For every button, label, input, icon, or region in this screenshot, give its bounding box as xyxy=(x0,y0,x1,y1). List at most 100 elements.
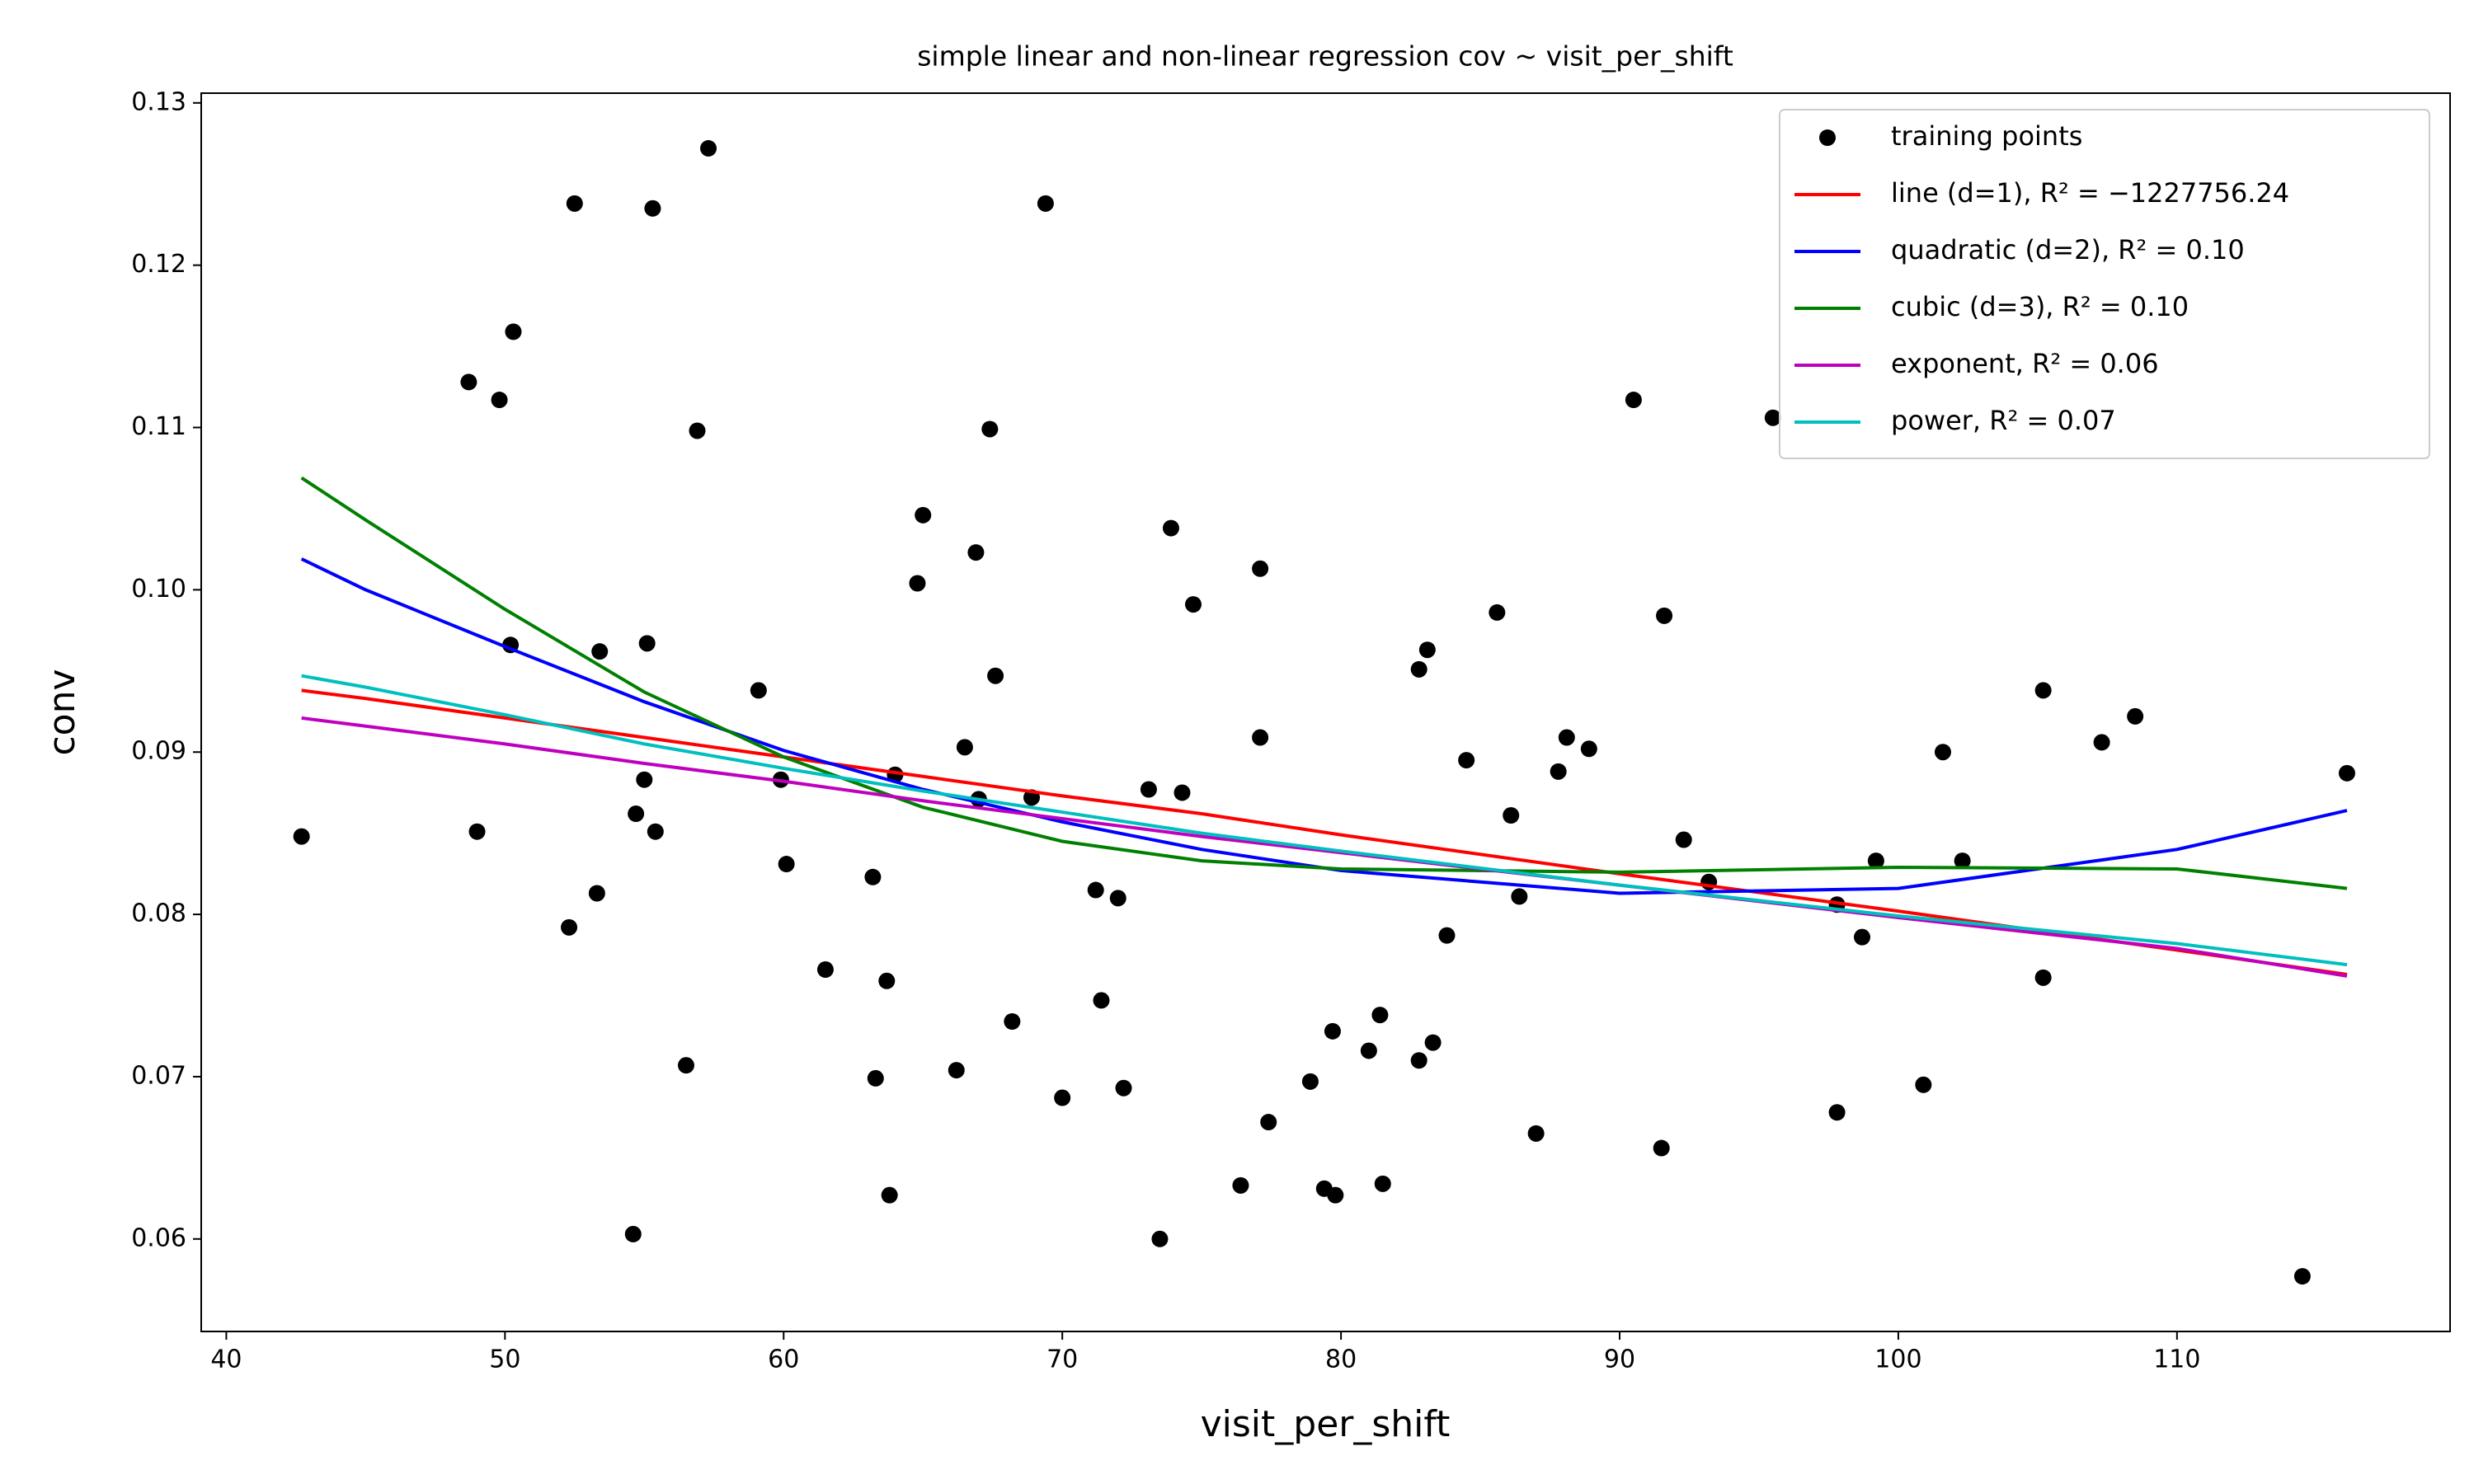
data-point xyxy=(566,195,583,212)
data-point xyxy=(1656,607,1673,624)
data-point xyxy=(2293,1268,2311,1285)
data-point xyxy=(1410,660,1427,678)
data-point xyxy=(1653,1139,1670,1157)
data-point xyxy=(624,1225,642,1242)
data-point xyxy=(647,823,664,840)
data-point xyxy=(636,771,653,788)
fit-line xyxy=(300,476,2348,890)
x-tick-label: 50 xyxy=(489,1345,520,1374)
data-point xyxy=(1954,852,1971,870)
x-tick-label: 40 xyxy=(210,1345,242,1374)
data-point xyxy=(1093,992,1110,1009)
data-point xyxy=(677,1057,694,1074)
data-point xyxy=(1675,831,1692,848)
data-point xyxy=(1037,195,1054,212)
data-point xyxy=(915,506,932,524)
data-point xyxy=(1115,1079,1132,1097)
data-point xyxy=(491,392,508,409)
legend-label: power, R² = 0.07 xyxy=(1891,405,2116,436)
data-point xyxy=(1360,1042,1377,1059)
data-point xyxy=(1410,1052,1427,1069)
data-point xyxy=(689,422,706,439)
data-point xyxy=(2034,682,2052,699)
data-point xyxy=(1418,641,1436,659)
y-tick-label: 0.06 xyxy=(131,1223,186,1252)
data-point xyxy=(750,682,767,699)
x-tick-label: 90 xyxy=(1604,1345,1635,1374)
data-point xyxy=(588,885,605,902)
data-point xyxy=(1174,784,1191,801)
data-point xyxy=(1374,1175,1391,1192)
data-point xyxy=(1558,729,1575,746)
data-point xyxy=(1260,1114,1277,1131)
data-point xyxy=(1867,852,1884,870)
x-tick-label: 100 xyxy=(1874,1345,1921,1374)
data-point xyxy=(909,575,926,592)
legend-label: exponent, R² = 0.06 xyxy=(1891,348,2159,379)
y-tick-label: 0.12 xyxy=(131,250,186,279)
fit-line xyxy=(301,688,2348,976)
data-point xyxy=(1109,890,1126,907)
data-point xyxy=(460,373,477,391)
y-tick-label: 0.10 xyxy=(131,575,186,603)
data-point xyxy=(1625,392,1642,409)
data-point xyxy=(2338,764,2355,782)
data-point xyxy=(778,856,795,873)
data-point xyxy=(628,805,645,823)
legend-label: training points xyxy=(1891,120,2082,152)
data-point xyxy=(1853,928,1870,946)
data-point xyxy=(1232,1176,1249,1194)
data-point xyxy=(1324,1022,1341,1040)
legend-box xyxy=(1779,109,2430,459)
fit-line xyxy=(301,674,2348,967)
data-point xyxy=(505,323,522,340)
legend-label: quadratic (d=2), R² = 0.10 xyxy=(1891,234,2245,265)
data-point xyxy=(948,1062,965,1079)
data-point xyxy=(1184,596,1202,613)
data-point xyxy=(1489,603,1506,621)
data-point xyxy=(1252,560,1269,577)
x-tick-label: 110 xyxy=(2153,1345,2200,1374)
data-point xyxy=(987,667,1004,684)
legend-marker xyxy=(1819,129,1836,146)
data-point xyxy=(1054,1089,1071,1106)
data-point xyxy=(638,635,656,652)
data-point xyxy=(981,420,999,438)
data-point xyxy=(1915,1076,1932,1093)
data-point xyxy=(1550,763,1567,780)
y-tick-label: 0.09 xyxy=(131,737,186,766)
data-point xyxy=(1764,409,1781,426)
x-axis-label: visit_per_shift xyxy=(1201,1403,1451,1445)
plot-frame xyxy=(200,92,2451,1332)
data-point xyxy=(1140,781,1157,798)
fit-line xyxy=(300,557,2348,895)
data-point xyxy=(1424,1034,1442,1051)
data-point xyxy=(1327,1186,1344,1204)
data-point xyxy=(293,828,310,845)
data-point xyxy=(1527,1125,1545,1142)
data-point xyxy=(1371,1007,1389,1024)
data-point xyxy=(700,139,717,157)
fit-line xyxy=(301,716,2348,978)
x-tick-label: 60 xyxy=(768,1345,799,1374)
data-point xyxy=(644,200,661,217)
data-point xyxy=(878,972,896,989)
y-axis-label: conv xyxy=(41,669,83,755)
data-point xyxy=(1511,888,1528,905)
data-point xyxy=(2093,734,2110,751)
y-tick-label: 0.11 xyxy=(131,412,186,441)
data-point xyxy=(967,544,985,561)
data-point xyxy=(1458,752,1475,769)
data-point xyxy=(1438,927,1456,944)
data-point xyxy=(1828,1104,1846,1121)
data-point xyxy=(1934,744,1951,761)
data-point xyxy=(591,643,609,660)
data-point xyxy=(468,823,486,840)
y-tick-label: 0.13 xyxy=(131,87,186,116)
legend-label: cubic (d=3), R² = 0.10 xyxy=(1891,291,2189,322)
data-point xyxy=(1252,729,1269,746)
data-point xyxy=(2127,707,2144,725)
data-point xyxy=(1004,1013,1021,1031)
